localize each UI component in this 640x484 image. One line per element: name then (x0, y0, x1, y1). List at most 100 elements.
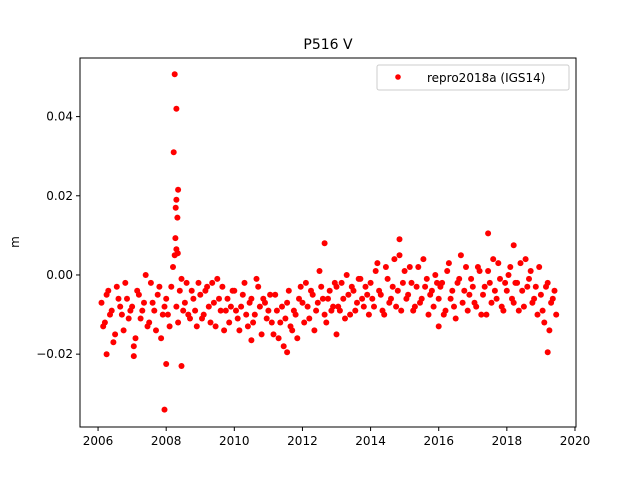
data-point (319, 295, 326, 302)
x-tick-label: 2018 (492, 434, 523, 448)
data-point (120, 327, 127, 334)
data-point (505, 272, 512, 278)
data-point (510, 242, 517, 249)
data-point (171, 71, 178, 78)
data-point (287, 323, 294, 330)
data-point (398, 307, 405, 314)
data-point (394, 287, 401, 294)
data-point (348, 283, 355, 290)
data-point (452, 315, 459, 322)
data-point (423, 275, 430, 282)
data-point (491, 287, 498, 294)
data-point (103, 351, 110, 358)
data-point (432, 272, 439, 278)
data-point (379, 307, 386, 314)
data-point (415, 264, 422, 270)
data-point (188, 287, 195, 294)
data-point (158, 335, 165, 342)
data-point (229, 287, 236, 294)
data-point (185, 311, 192, 318)
data-point (532, 283, 539, 290)
data-point (435, 295, 442, 302)
data-point (360, 303, 367, 310)
data-point (168, 283, 175, 290)
data-point (374, 260, 381, 267)
data-point (153, 327, 159, 334)
data-point (100, 323, 107, 330)
data-point (139, 307, 146, 314)
data-point (323, 319, 330, 326)
data-point (178, 363, 185, 369)
y-tick-label: 0.02 (46, 189, 73, 203)
data-point (451, 303, 457, 310)
data-point (260, 295, 267, 302)
data-point (224, 295, 231, 302)
data-point (461, 287, 468, 294)
data-point (110, 339, 117, 346)
y-tick-label: 0.00 (46, 268, 73, 282)
x-tick-label: 2006 (83, 434, 114, 448)
data-point (399, 279, 406, 286)
data-point (115, 295, 122, 302)
y-axis-label: m (8, 236, 22, 248)
data-point (406, 264, 413, 270)
chart-title: P516 V (303, 37, 353, 53)
data-point (277, 319, 284, 326)
data-point (214, 275, 221, 282)
data-point (130, 353, 137, 360)
data-point (248, 337, 255, 344)
data-point (299, 299, 306, 306)
data-point (151, 307, 158, 314)
data-point (256, 303, 263, 310)
data-point (478, 311, 485, 318)
data-point (386, 299, 393, 306)
data-point (192, 307, 199, 314)
data-point (497, 275, 503, 282)
data-point (209, 279, 216, 286)
data-point (122, 279, 129, 286)
data-point (549, 295, 556, 302)
data-point (435, 323, 442, 330)
data-point (290, 307, 297, 314)
data-point (172, 235, 179, 242)
data-point (118, 311, 125, 318)
data-point (524, 283, 531, 290)
data-point (306, 315, 313, 322)
data-point (302, 279, 309, 286)
data-point (117, 303, 124, 310)
data-point (391, 256, 398, 263)
data-point (420, 256, 427, 263)
data-point (251, 311, 258, 318)
data-point (193, 323, 200, 330)
y-tick-label: 0.04 (46, 110, 73, 124)
data-point (359, 295, 366, 302)
data-point (384, 275, 391, 282)
data-point (463, 264, 469, 270)
data-point (520, 303, 527, 310)
data-point (216, 295, 222, 302)
data-point (202, 287, 209, 294)
data-point (217, 307, 224, 314)
data-point (207, 319, 214, 326)
data-point (413, 283, 420, 290)
data-point (273, 307, 280, 314)
data-point (244, 323, 251, 330)
data-point (403, 295, 410, 302)
data-point (238, 303, 245, 310)
data-point (365, 311, 372, 318)
data-point (284, 299, 291, 306)
data-point (175, 186, 182, 193)
data-point (173, 105, 180, 112)
data-point (321, 240, 328, 247)
data-point (502, 279, 509, 286)
data-point (422, 283, 429, 290)
data-point (519, 287, 526, 294)
data-point (170, 149, 177, 156)
data-point (181, 299, 188, 306)
data-point (493, 295, 500, 302)
data-point (546, 327, 553, 334)
data-point (103, 291, 110, 298)
data-point (180, 307, 187, 314)
data-point (163, 361, 170, 367)
